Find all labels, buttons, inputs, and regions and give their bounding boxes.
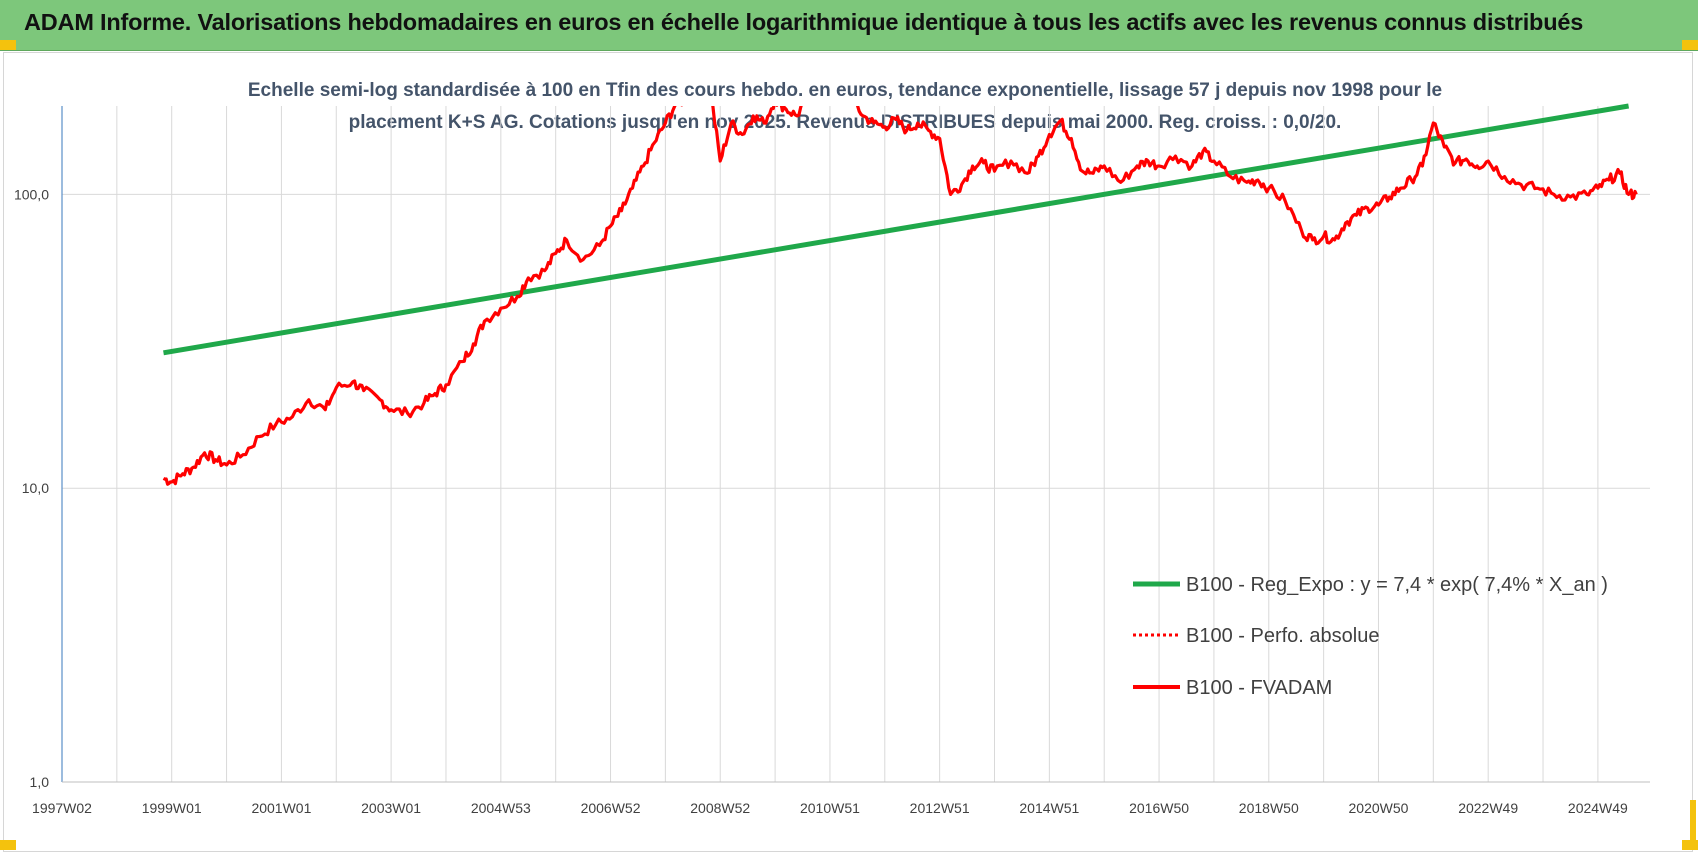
- axes: 1,0 10,0 100,0 1997W02 1999W01 2001W01 2003W01…: [14, 106, 1650, 816]
- y-tick-label: 100,0: [14, 186, 49, 202]
- chart-subtitle-line-1: Echelle semi-log standardisée à 100 en T…: [248, 80, 1442, 101]
- x-tick-label: 2006W52: [581, 800, 641, 816]
- banner-title: ADAM Informe. Valorisations hebdomadaire…: [24, 9, 1584, 35]
- y-tick-label: 10,0: [22, 480, 49, 496]
- x-tick-label: 2014W51: [1019, 800, 1079, 816]
- x-tick-label: 2018W50: [1239, 800, 1299, 816]
- x-tick-label: 2003W01: [361, 800, 421, 816]
- corner-mark-bottom-right: [1682, 840, 1698, 850]
- x-tick-label: 2022W49: [1458, 800, 1518, 816]
- x-tick-label: 2008W52: [690, 800, 750, 816]
- series-fvadam-line: [162, 106, 1638, 486]
- corner-mark-top-right: [1682, 40, 1698, 50]
- x-tick-label: 2012W51: [910, 800, 970, 816]
- chart-subtitle-line-2: placement K+S AG. Cotations jusqu'en nov…: [349, 112, 1342, 133]
- legend-perfo-absolue-label: B100 - Perfo. absolue: [1186, 625, 1379, 647]
- corner-mark-bottom-left: [0, 840, 16, 850]
- x-tick-label: 2016W50: [1129, 800, 1189, 816]
- x-tick-label: 2004W53: [471, 800, 531, 816]
- x-tick-label: 2020W50: [1349, 800, 1409, 816]
- x-tick-label: 2010W51: [800, 800, 860, 816]
- legend: B100 - Reg_Expo : y = 7,4 * exp( 7,4% * …: [1133, 574, 1608, 699]
- x-tick-label: 1999W01: [142, 800, 202, 816]
- series-reg-expo-line: [163, 103, 1630, 356]
- series: [162, 103, 1638, 486]
- x-tick-label: 1997W02: [32, 800, 92, 816]
- corner-mark-top-left: [0, 40, 16, 50]
- legend-reg-expo-label: B100 - Reg_Expo : y = 7,4 * exp( 7,4% * …: [1186, 574, 1608, 596]
- corner-mark-right-edge: [1690, 800, 1696, 845]
- x-tick-label: 2001W01: [251, 800, 311, 816]
- grid: [62, 106, 1650, 783]
- y-tick-label: 1,0: [30, 774, 50, 790]
- x-tick-label: 2024W49: [1568, 800, 1628, 816]
- banner: ADAM Informe. Valorisations hebdomadaire…: [0, 0, 1698, 51]
- chart-frame: [3, 52, 1693, 852]
- legend-fvadam-label: B100 - FVADAM: [1186, 677, 1332, 699]
